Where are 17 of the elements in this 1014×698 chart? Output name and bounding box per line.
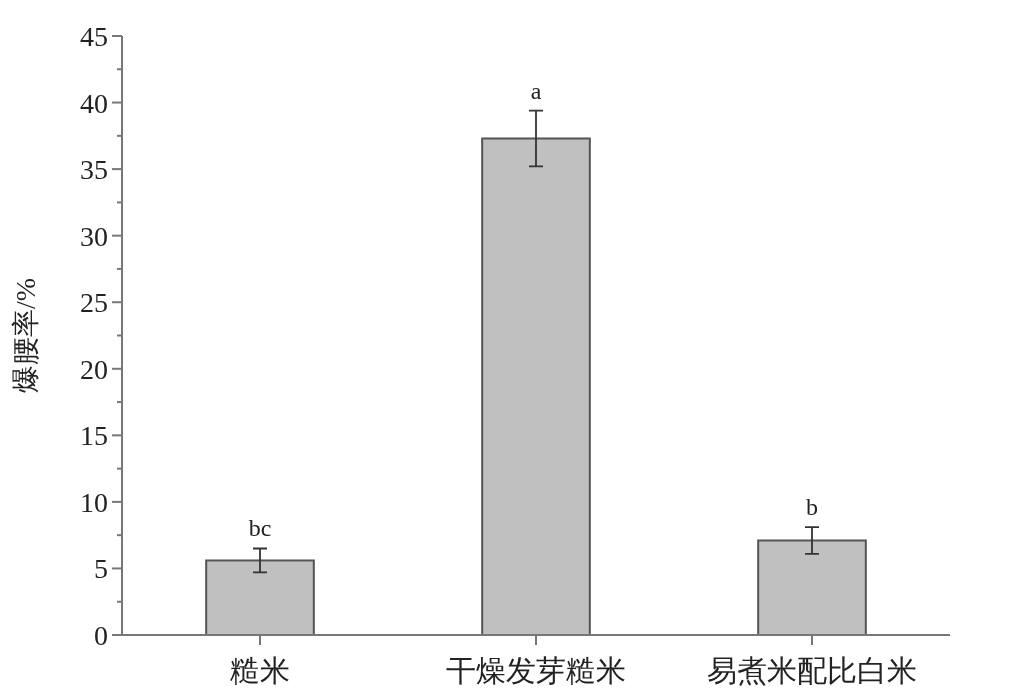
- y-tick-label: 10: [80, 486, 108, 518]
- y-tick-label: 0: [94, 620, 108, 651]
- y-tick-label: 35: [80, 154, 108, 186]
- y-tick-label: 30: [80, 220, 108, 252]
- annotation: b: [806, 494, 818, 521]
- x-tick-label: 易煮米配比白米: [707, 654, 917, 687]
- annotation: a: [530, 77, 542, 104]
- y-tick-label: 40: [80, 87, 108, 119]
- x-tick-label: 糙米: [230, 654, 290, 687]
- y-axis-title: 爆腰率/%: [10, 277, 41, 394]
- y-tick-label: 15: [80, 420, 108, 452]
- y-tick-label: 25: [80, 287, 108, 319]
- annotation: bc: [248, 515, 272, 542]
- x-tick-label: 干燥发芽糙米: [446, 654, 626, 687]
- y-tick-label: 45: [80, 21, 108, 52]
- y-tick-label: 20: [80, 353, 108, 385]
- y-tick-label: 5: [94, 553, 108, 585]
